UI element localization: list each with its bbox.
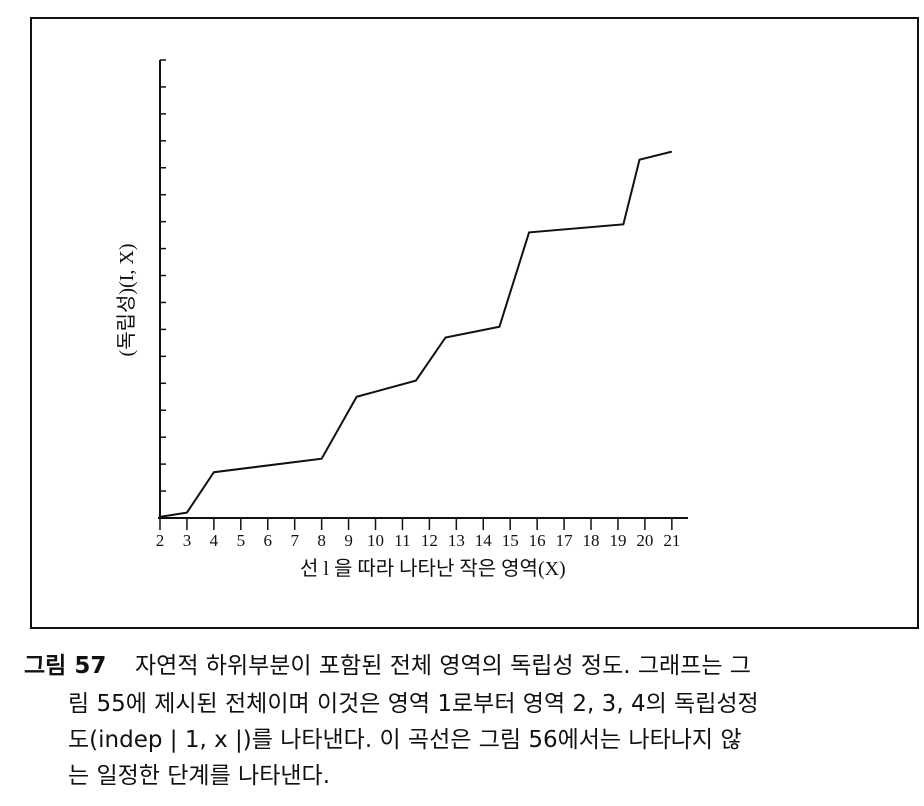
x-tick-label: 9 [344, 531, 353, 550]
data-line [159, 150, 673, 518]
caption-line: 도(indep | 1, x |)를 나타낸다. 이 곡선은 그림 56에서는 … [68, 727, 742, 753]
x-tick-label: 21 [663, 531, 680, 550]
x-tick-label: 8 [317, 531, 326, 550]
x-tick-label: 16 [529, 531, 546, 550]
x-tick-label: 4 [210, 531, 219, 550]
x-tick-label: 10 [367, 531, 384, 550]
x-tick-label: 11 [394, 531, 410, 550]
x-tick-label: 2 [156, 531, 165, 550]
caption-line: 자연적 하위부분이 포함된 전체 영역의 독립성 정도. 그래프는 그 [135, 653, 751, 679]
x-tick-label: 5 [237, 531, 246, 550]
x-axis-label: 선 l 을 따라 나타난 작은 영역(X) [300, 557, 566, 580]
frame [30, 17, 919, 629]
x-tick-label: 17 [556, 531, 574, 550]
x-tick-label: 20 [636, 531, 653, 550]
x-tick-label: 19 [609, 531, 626, 550]
x-tick-label: 18 [583, 531, 600, 550]
x-tick-label: 13 [448, 531, 465, 550]
y-axis-label: (독립성)(I, X) [115, 244, 138, 357]
caption-line: 는 일정한 단계를 나타낸다. [68, 763, 331, 789]
x-tick-label: 14 [475, 531, 493, 550]
x-tick-label: 3 [183, 531, 192, 550]
x-tick-label: 12 [421, 531, 438, 550]
caption-label: 그림 57 [24, 653, 107, 679]
x-tick-label: 7 [290, 531, 299, 550]
caption-line: 림 55에 제시된 전체이며 이것은 영역 1로부터 영역 2, 3, 4의 독… [68, 691, 759, 717]
x-tick-label: 6 [264, 531, 273, 550]
x-tick-label: 15 [502, 531, 519, 550]
